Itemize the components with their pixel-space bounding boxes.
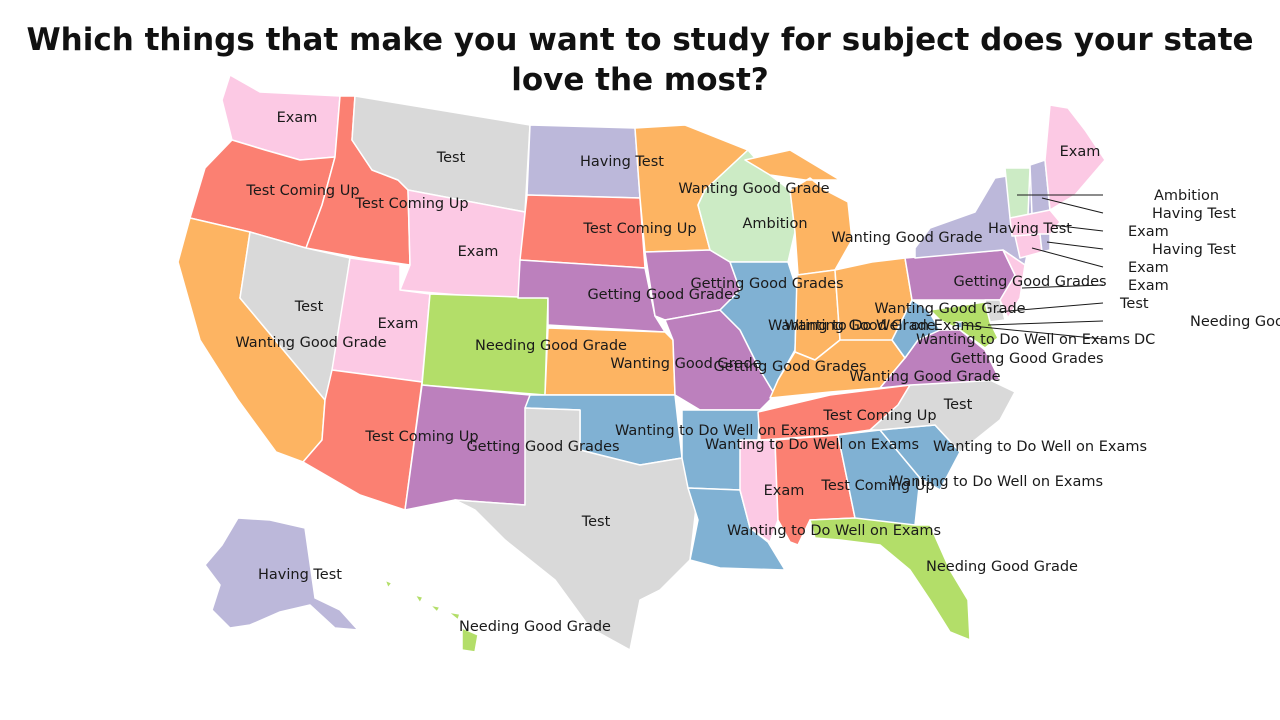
- state-nj: [999, 249, 1026, 319]
- state-label-mt: Test: [436, 150, 466, 166]
- state-label-ne: Getting Good Grades: [587, 287, 740, 303]
- state-label-vt: Ambition: [1154, 188, 1219, 204]
- state-label-ga: Wanting to Do Well on Exams: [889, 474, 1103, 490]
- state-ma: [1009, 209, 1061, 237]
- state-label-hi: Needing Good Grade: [459, 619, 611, 635]
- leader-line-ri: [1046, 241, 1104, 250]
- state-label-ak: Having Test: [258, 567, 342, 583]
- state-ak: [204, 517, 359, 631]
- state-label-wi: Ambition: [742, 216, 807, 232]
- state-label-wy: Exam: [458, 244, 499, 260]
- leader-line-ct: [1031, 247, 1104, 268]
- state-label-ny: Having Test: [988, 221, 1072, 237]
- state-label-al: Test Coming Up: [820, 478, 934, 494]
- state-label-nv: Test: [294, 299, 324, 315]
- state-label-nm: Getting Good Grades: [466, 439, 619, 455]
- leader-line-dc: [961, 324, 1104, 340]
- state-label-pa: Getting Good Grades: [953, 274, 1106, 290]
- state-label-ks: Wanting Good Grade: [610, 356, 761, 372]
- state-label-ri: Having Test: [1152, 242, 1236, 258]
- state-ne: [517, 259, 666, 333]
- state-label-co: Needing Good Grade: [475, 338, 627, 354]
- leader-line-md: [987, 320, 1104, 326]
- state-label-me: Exam: [1060, 144, 1101, 160]
- state-label-fl: Needing Good Grade: [926, 559, 1078, 575]
- state-label-az: Test Coming Up: [364, 429, 478, 445]
- state-nc: [869, 379, 1016, 453]
- state-label-mi: Wanting Good Grade: [831, 230, 982, 246]
- state-label-ok: Wanting to Do Well on Exams: [615, 423, 829, 439]
- state-label-ky: Wanting Good Grade: [849, 369, 1000, 385]
- leader-line-nh: [1041, 197, 1104, 214]
- state-label-tn: Test Coming Up: [822, 408, 936, 424]
- state-label-or: Test Coming Up: [245, 183, 359, 199]
- state-mi: [744, 149, 853, 276]
- state-label-sc: Wanting to Do Well on Exams: [933, 439, 1147, 455]
- state-fl: [809, 517, 971, 641]
- state-label-de: Test: [1119, 296, 1149, 312]
- state-label-md: Needing Good Grade: [1190, 314, 1280, 330]
- state-label-wa: Exam: [277, 110, 318, 126]
- state-label-ct: Exam: [1128, 260, 1169, 276]
- state-label-tx: Test: [581, 514, 611, 530]
- state-label-ma: Exam: [1128, 224, 1169, 240]
- state-label-nd: Having Test: [580, 154, 664, 170]
- state-label-mo: Getting Good Grades: [713, 359, 866, 375]
- leader-line-nj: [1021, 284, 1104, 289]
- state-label-la: Wanting to Do Well on Exams: [727, 523, 941, 539]
- state-label-ca: Wanting Good Grade: [235, 335, 386, 351]
- state-label-wv: Wanting to Do Well on Exams: [916, 332, 1130, 348]
- state-me: [1044, 104, 1106, 211]
- state-vt: [1004, 167, 1031, 219]
- state-label-nh: Having Test: [1152, 206, 1236, 222]
- leader-line-de: [996, 302, 1104, 313]
- state-label-va: Getting Good Grades: [950, 351, 1103, 367]
- callout-leader-lines: [961, 194, 1104, 340]
- state-ri: [1039, 233, 1051, 253]
- state-ct: [1014, 233, 1043, 259]
- state-label-nj: Exam: [1128, 278, 1169, 294]
- state-label-mn: Wanting Good Grade: [678, 181, 829, 197]
- state-tx: [454, 407, 699, 651]
- leader-line-ma: [1051, 224, 1104, 232]
- state-dc: [955, 321, 963, 329]
- state-label-in: Wanting Good Grade: [784, 318, 935, 334]
- state-shapes: [177, 74, 1106, 653]
- state-label-oh: Wanting Good Grade: [874, 301, 1025, 317]
- state-hi: [384, 579, 479, 653]
- state-labels: Exam Test Coming Up Wanting Good Grade Test…: [235, 110, 1280, 635]
- state-label-ms: Exam: [764, 483, 805, 499]
- state-label-ia: Getting Good Grades: [690, 276, 843, 292]
- map-title: Which things that make you want to study…: [26, 22, 1254, 98]
- state-label-dc: DC: [1134, 332, 1155, 348]
- state-label-il: Wanting to Do Well on Exams: [768, 318, 982, 334]
- state-label-sd: Test Coming Up: [582, 221, 696, 237]
- state-label-nc: Test: [943, 397, 973, 413]
- state-label-ut: Exam: [378, 316, 419, 332]
- state-label-id: Test Coming Up: [354, 196, 468, 212]
- state-label-ar: Wanting to Do Well on Exams: [705, 437, 919, 453]
